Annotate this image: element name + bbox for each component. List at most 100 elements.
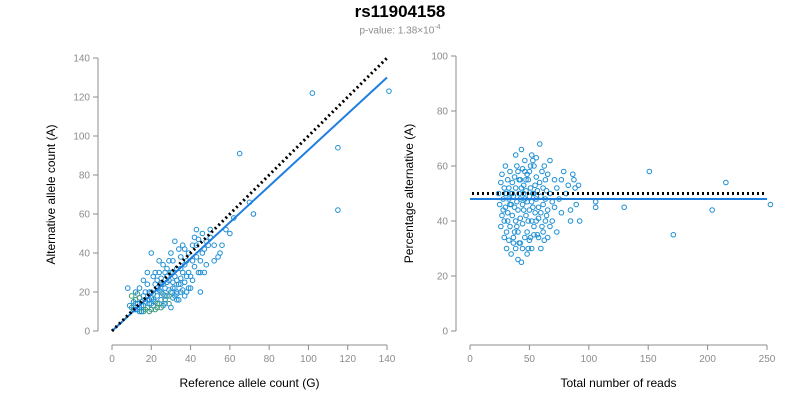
data-point	[514, 223, 520, 230]
data-point	[709, 207, 715, 213]
data-point	[767, 201, 774, 208]
data-point	[181, 246, 188, 252]
data-point	[509, 190, 516, 197]
y-tick-label: 100	[73, 132, 90, 143]
data-point	[166, 258, 172, 264]
data-point	[533, 174, 540, 180]
data-point	[511, 229, 518, 235]
data-point	[507, 168, 513, 175]
data-point	[514, 163, 520, 169]
data-point	[508, 251, 514, 257]
data-point	[544, 234, 551, 241]
data-point	[560, 168, 567, 175]
data-point	[540, 201, 546, 208]
data-point	[592, 204, 599, 211]
data-point	[128, 293, 135, 299]
data-point	[189, 258, 196, 264]
data-point	[539, 168, 545, 175]
data-point	[504, 176, 511, 183]
data-point	[507, 223, 513, 230]
data-point	[503, 229, 510, 235]
data-point	[152, 306, 159, 313]
data-point	[517, 215, 524, 222]
data-point	[148, 250, 155, 256]
data-point	[526, 207, 533, 213]
data-point	[175, 246, 182, 252]
x-axis-label: Total number of reads	[560, 376, 676, 390]
data-point	[185, 269, 192, 276]
data-point	[511, 174, 518, 180]
data-point	[621, 204, 628, 211]
data-point	[136, 285, 143, 291]
data-point	[515, 229, 521, 235]
x-tick-label: 0	[467, 354, 473, 365]
data-point	[567, 207, 574, 213]
data-point	[211, 242, 217, 248]
data-point	[507, 201, 513, 208]
data-point	[201, 269, 208, 276]
data-point	[503, 245, 510, 252]
data-point	[160, 261, 166, 268]
data-point	[189, 277, 196, 284]
data-point	[501, 234, 508, 241]
data-point	[309, 90, 316, 96]
data-point	[522, 157, 528, 164]
data-point	[174, 297, 180, 303]
data-point	[520, 207, 527, 213]
data-point	[506, 185, 512, 191]
data-point	[549, 218, 556, 224]
data-point	[199, 250, 206, 256]
data-point	[197, 258, 204, 264]
data-point	[154, 277, 160, 284]
data-point	[523, 176, 529, 183]
data-point	[542, 218, 549, 224]
data-point	[512, 245, 519, 252]
data-point	[519, 165, 526, 172]
x-tick-label: 150	[640, 354, 657, 365]
data-point	[527, 234, 534, 241]
data-point	[506, 237, 512, 244]
data-point	[158, 289, 164, 295]
data-point	[501, 218, 508, 224]
data-point	[144, 281, 151, 288]
data-point	[495, 190, 502, 197]
data-point	[547, 223, 553, 230]
data-point	[158, 304, 164, 311]
data-point	[181, 293, 188, 299]
data-point	[132, 300, 139, 307]
y-tick-label: 80	[437, 107, 449, 118]
y-tick-label: 80	[79, 171, 91, 182]
data-point	[509, 179, 516, 186]
data-point	[558, 176, 565, 183]
data-point	[515, 168, 521, 175]
data-point	[177, 289, 184, 295]
data-point	[528, 245, 535, 252]
data-point	[522, 234, 528, 241]
data-point	[532, 209, 538, 216]
data-point	[512, 152, 519, 158]
data-point	[519, 201, 526, 208]
p-value-exponent: -4	[434, 24, 441, 31]
data-point	[533, 154, 540, 161]
data-point	[517, 176, 524, 183]
y-tick-label: 60	[79, 210, 91, 221]
data-point	[162, 269, 168, 276]
data-point	[510, 234, 517, 241]
data-point	[509, 212, 516, 219]
x-tick-label: 80	[264, 354, 276, 365]
data-point	[524, 251, 530, 257]
y-tick-label: 140	[73, 54, 90, 65]
data-point	[504, 209, 511, 216]
data-point	[140, 308, 147, 315]
data-point	[527, 185, 534, 191]
data-point	[526, 168, 533, 175]
data-point	[335, 207, 341, 213]
y-axis-label: Percentage alternative (A)	[402, 124, 416, 263]
data-point	[528, 198, 535, 205]
data-point	[138, 308, 145, 315]
x-tick-label: 200	[699, 354, 716, 365]
data-point	[535, 204, 542, 211]
data-point	[541, 163, 548, 169]
data-point	[136, 308, 143, 315]
